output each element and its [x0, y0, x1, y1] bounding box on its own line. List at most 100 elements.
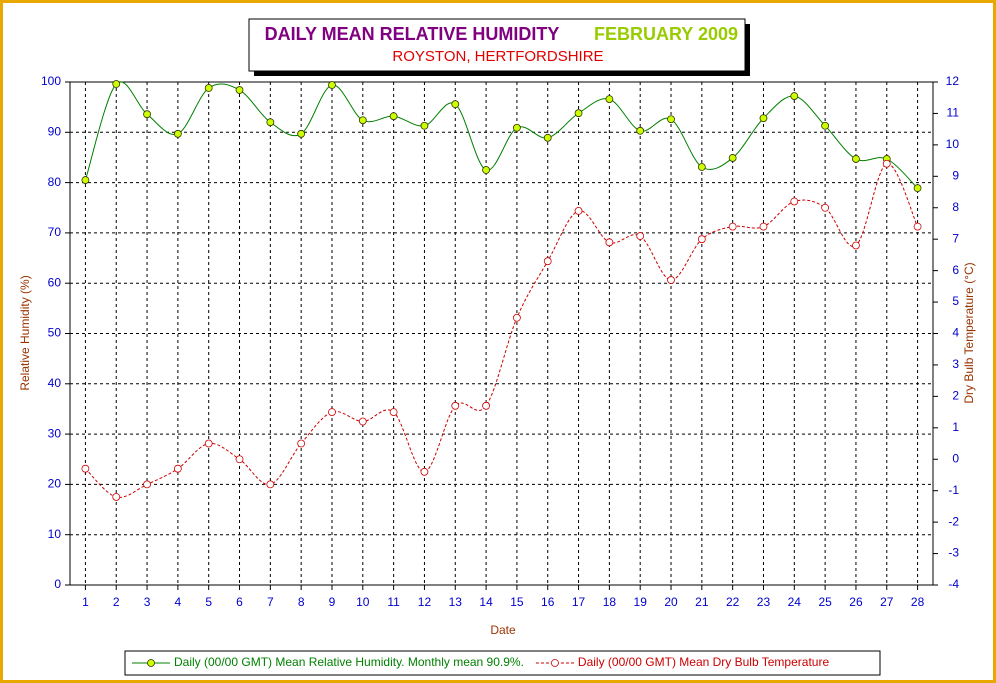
data-point [821, 121, 830, 130]
data-point [420, 121, 429, 130]
data-point [882, 159, 891, 168]
x-tick-label: 8 [298, 595, 305, 609]
x-tick-label: 15 [510, 595, 524, 609]
data-point [636, 126, 645, 135]
x-axis-title: Date [490, 623, 516, 637]
x-tick-label: 1 [82, 595, 89, 609]
data-point [697, 163, 706, 171]
data-point [389, 408, 398, 416]
y2-tick-label: 2 [952, 389, 959, 403]
data-point [574, 206, 583, 215]
x-tick-label: 19 [634, 595, 648, 609]
legend-label: Daily (00/00 GMT) Mean Dry Bulb Temperat… [578, 655, 830, 669]
y-tick-label: 90 [48, 124, 62, 138]
data-point [821, 203, 830, 212]
y2-tick-label: 1 [952, 420, 959, 434]
x-tick-label: 3 [144, 595, 151, 609]
y-tick-label: 70 [48, 225, 62, 239]
data-point [173, 129, 182, 138]
data-point [204, 84, 213, 92]
x-tick-label: 23 [757, 595, 771, 609]
x-tick-label: 5 [205, 595, 212, 609]
data-point [266, 118, 275, 127]
data-point [389, 112, 398, 121]
data-point [852, 241, 860, 250]
x-tick-label: 10 [356, 595, 370, 609]
x-tick-label: 22 [726, 595, 740, 609]
legend-label: Daily (00/00 GMT) Mean Relative Humidity… [174, 655, 524, 669]
x-tick-label: 13 [449, 595, 463, 609]
x-tick-label: 4 [175, 595, 182, 609]
x-tick-label: 12 [418, 595, 432, 609]
x-tick-label: 27 [880, 595, 894, 609]
data-point [790, 197, 799, 206]
data-point [143, 110, 151, 119]
x-tick-label: 9 [329, 595, 336, 609]
x-tick-label: 25 [818, 595, 832, 609]
x-tick-label: 17 [572, 595, 586, 609]
x-tick-label: 14 [479, 595, 493, 609]
y2-tick-label: -2 [948, 514, 959, 528]
data-point [420, 467, 429, 476]
y2-tick-label: 6 [952, 263, 959, 277]
data-point [759, 114, 768, 123]
data-point [697, 235, 706, 244]
data-point [235, 455, 244, 464]
data-point [667, 276, 675, 284]
y2-tick-label: 4 [952, 326, 959, 340]
y-tick-label: 10 [48, 527, 62, 541]
data-point [266, 480, 275, 489]
data-point [358, 116, 367, 125]
chart-title-date: FEBRUARY 2009 [594, 24, 738, 44]
y-tick-label: 20 [48, 477, 62, 491]
y2-tick-label: 10 [946, 137, 960, 151]
chart-subtitle: ROYSTON, HERTFORDSHIRE [392, 48, 603, 65]
x-tick-label: 2 [113, 595, 120, 609]
x-tick-label: 6 [236, 595, 243, 609]
series-line [84, 81, 918, 189]
x-tick-label: 7 [267, 595, 274, 609]
data-point [297, 439, 306, 448]
y-tick-label: 0 [54, 577, 61, 591]
data-point [112, 493, 121, 501]
legend-marker [147, 659, 155, 667]
data-point [81, 464, 90, 473]
y2-tick-label: 3 [952, 357, 959, 371]
data-point [358, 417, 367, 426]
data-point [913, 184, 922, 193]
data-point [451, 100, 460, 109]
data-point [143, 480, 151, 489]
y-tick-label: 40 [48, 376, 62, 390]
legend-box [124, 650, 881, 676]
data-point [636, 232, 645, 240]
y2-tick-label: 12 [946, 74, 960, 88]
y2-tick-label: -3 [948, 546, 959, 560]
data-point [852, 155, 860, 163]
data-point [728, 222, 737, 231]
data-point [112, 80, 121, 88]
data-point [204, 439, 213, 448]
chart-title: DAILY MEAN RELATIVE HUMIDITY [265, 24, 560, 44]
x-tick-label: 26 [849, 595, 863, 609]
y2-tick-label: -1 [948, 483, 959, 497]
x-tick-label: 18 [603, 595, 617, 609]
legend-marker [551, 659, 559, 667]
data-point [543, 257, 552, 266]
y2-tick-label: 5 [952, 294, 959, 308]
data-point [482, 401, 490, 410]
data-point [667, 115, 675, 124]
data-point [728, 154, 737, 162]
y2-tick-label: 0 [952, 451, 959, 465]
x-tick-label: 24 [788, 595, 802, 609]
y-tick-label: 80 [48, 175, 62, 189]
y2-tick-label: 9 [952, 168, 959, 182]
data-point [451, 401, 460, 410]
y-tick-label: 30 [48, 426, 62, 440]
data-point [913, 222, 922, 231]
y-tick-label: 60 [48, 275, 62, 289]
data-point [173, 464, 182, 473]
y2-tick-label: 7 [952, 231, 959, 245]
x-tick-label: 21 [695, 595, 709, 609]
